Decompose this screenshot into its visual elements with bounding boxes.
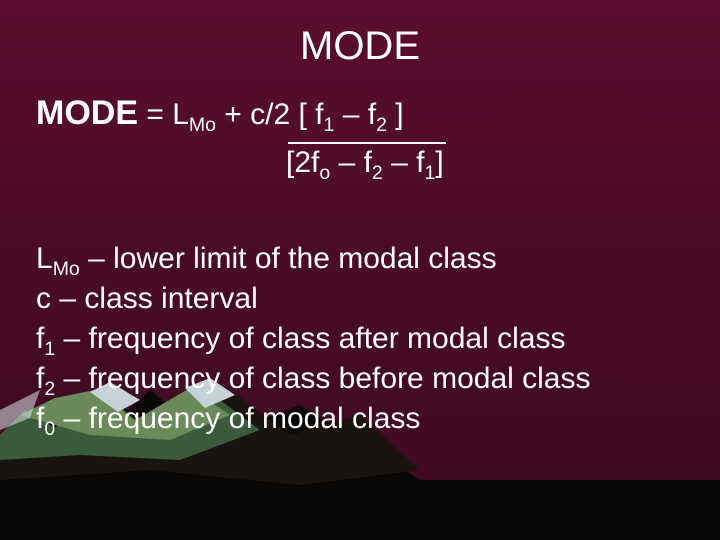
definition-line: f0 – frequency of modal class bbox=[36, 402, 590, 436]
formula-mid: – f bbox=[334, 98, 376, 131]
denom-sub-2: 2 bbox=[372, 162, 383, 184]
formula-plus: + c/2 [ f bbox=[216, 98, 324, 131]
def-text: – frequency of class after modal class bbox=[55, 322, 565, 355]
fraction-rule bbox=[288, 142, 446, 144]
def-subscript: 2 bbox=[44, 378, 55, 400]
definition-line: f2 – frequency of class before modal cla… bbox=[36, 362, 590, 396]
def-subscript: 1 bbox=[44, 338, 55, 360]
def-subscript: Mo bbox=[53, 258, 80, 280]
denom-sub-1: 1 bbox=[424, 162, 435, 184]
denom-open: [2f bbox=[286, 146, 319, 179]
def-text: – lower limit of the modal class bbox=[80, 242, 497, 275]
denom-sub-o: o bbox=[319, 162, 330, 184]
definition-line: f1 – frequency of class after modal clas… bbox=[36, 322, 590, 356]
def-symbol: L bbox=[36, 242, 53, 275]
formula-line-1: MODE = LMo + c/2 [ f1 – f2 ] bbox=[36, 94, 404, 133]
formula-sub-mo: Mo bbox=[189, 114, 216, 136]
formula-lhs: MODE bbox=[36, 94, 138, 132]
slide: MODE MODE = LMo + c/2 [ f1 – f2 ] [2fo –… bbox=[0, 0, 720, 540]
definition-line: c – class interval bbox=[36, 282, 590, 316]
slide-title: MODE bbox=[0, 24, 720, 69]
def-text: – frequency of class before modal class bbox=[55, 362, 590, 395]
def-subscript: 0 bbox=[44, 418, 55, 440]
formula-end: ] bbox=[387, 98, 404, 131]
denom-close: ] bbox=[435, 146, 443, 179]
def-text: – class interval bbox=[51, 282, 258, 315]
denom-m2: – f bbox=[383, 146, 425, 179]
formula-sub-2: 2 bbox=[376, 114, 387, 136]
formula-sub-1: 1 bbox=[324, 114, 335, 136]
definition-line: LMo – lower limit of the modal class bbox=[36, 242, 590, 276]
def-symbol: c bbox=[36, 282, 51, 315]
formula-eq: = L bbox=[138, 98, 189, 131]
denom-m1: – f bbox=[330, 146, 372, 179]
def-text: – frequency of modal class bbox=[55, 402, 420, 435]
definitions-block: LMo – lower limit of the modal class c –… bbox=[36, 242, 590, 442]
formula-line-2: [2fo – f2 – f1] bbox=[286, 146, 444, 180]
